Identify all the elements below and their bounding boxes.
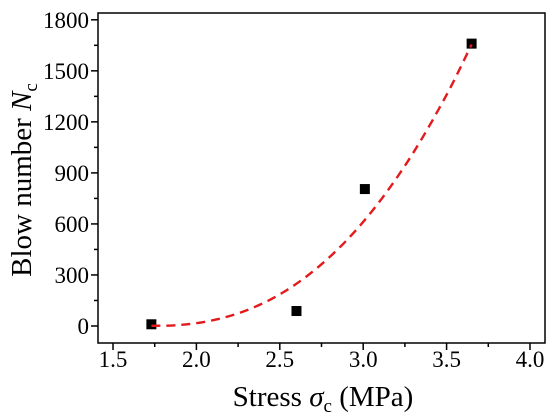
- data-point: [466, 38, 477, 49]
- x-tick-label: 2.0: [182, 347, 211, 372]
- data-point: [359, 184, 370, 195]
- x-axis-title: Stress σc (MPa): [233, 381, 414, 417]
- y-axis-title-subscript: c: [21, 83, 42, 91]
- y-tick-label: 1800: [43, 8, 89, 33]
- x-tick-label: 3.0: [349, 347, 378, 372]
- plot-frame: [97, 12, 546, 344]
- x-axis-title-subscript: c: [324, 396, 332, 417]
- y-tick-label: 900: [55, 161, 90, 186]
- y-tick-label: 1200: [43, 110, 89, 135]
- x-axis-title-text: Stress: [233, 381, 310, 413]
- axis-tick-labels: 1.5 2.0 2.5 3.0 3.5 4.0 0 300 600 900 1200 1500 1800: [43, 8, 544, 372]
- y-axis-title-text: Blow number: [6, 111, 38, 277]
- x-tick-label: 4.0: [516, 347, 545, 372]
- y-tick-label: 0: [78, 314, 90, 339]
- y-tick-label: 300: [55, 263, 90, 288]
- fit-curve: [151, 43, 473, 328]
- y-tick-label: 600: [55, 212, 90, 237]
- y-tick-label: 1500: [43, 59, 89, 84]
- y-axis-title: Blow number Nc: [6, 83, 42, 277]
- data-point: [291, 306, 302, 317]
- x-axis-title-unit: (MPa): [332, 381, 413, 413]
- x-axis-title-symbol: σ: [309, 381, 325, 413]
- x-tick-label: 3.5: [432, 347, 461, 372]
- plot-series: [146, 38, 477, 330]
- axis-ticks: [91, 19, 531, 350]
- y-axis-title-symbol: N: [6, 90, 38, 112]
- data-point: [146, 319, 157, 330]
- x-tick-label: 1.5: [99, 347, 128, 372]
- x-tick-label: 2.5: [265, 347, 294, 372]
